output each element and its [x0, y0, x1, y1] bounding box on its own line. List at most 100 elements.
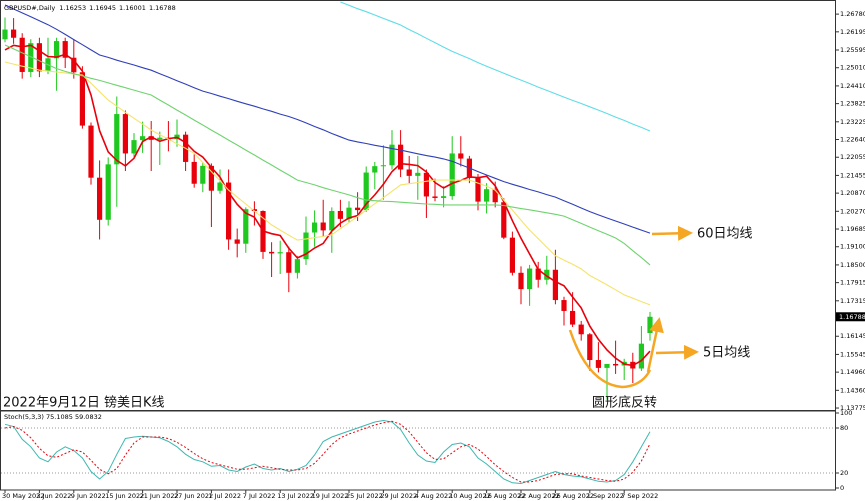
- sub-plot: [1, 419, 835, 485]
- x-tick-label: 29 Jul 2022: [380, 492, 417, 500]
- candle-body: [372, 166, 378, 173]
- candle-body: [312, 222, 318, 233]
- candle-body: [449, 153, 455, 197]
- candle-body: [604, 363, 610, 368]
- candle-body: [62, 41, 68, 58]
- candle-body: [389, 144, 395, 166]
- ma60-label: 60日均线: [697, 227, 753, 242]
- x-tick-label: 1 Jul 2022: [208, 492, 241, 500]
- sub-frame: [0, 410, 836, 491]
- candle-body: [294, 259, 300, 273]
- x-tick-label: 7 Sep 2022: [621, 492, 658, 500]
- candle-body: [501, 202, 507, 238]
- y-tick-label: 1.19685: [840, 225, 865, 233]
- indicator-line: [4, 420, 651, 483]
- y-tick-label: 1.20270: [840, 207, 865, 215]
- ma5-label: 5日均线: [703, 346, 750, 361]
- x-tick-label: 27 Jun 2022: [174, 492, 213, 500]
- candle-body: [509, 237, 515, 273]
- x-tick-label: 3 Jun 2022: [36, 492, 71, 500]
- candle-body: [226, 182, 232, 240]
- x-tick-label: 26 Aug 2022: [552, 492, 594, 500]
- candle-body: [234, 239, 240, 244]
- main-frame: [0, 0, 836, 411]
- moving-average: [340, 1, 651, 132]
- y-tick-label: 1.19100: [840, 243, 865, 251]
- candle-body: [552, 269, 558, 301]
- candle-body: [191, 161, 197, 184]
- candle-body: [200, 165, 206, 184]
- candle-body: [355, 207, 361, 211]
- price-box: [836, 312, 865, 322]
- indicator-title: Stoch(5,3,3) 75.1085 59.0832: [4, 413, 102, 421]
- candle-body: [561, 300, 567, 311]
- candle-body: [269, 251, 275, 254]
- y-tick-label: 0: [840, 484, 844, 492]
- ma60-arrow: [651, 225, 693, 241]
- candle-body: [475, 177, 481, 202]
- candle-body: [71, 57, 77, 73]
- candle-body: [432, 196, 438, 198]
- candle-body: [131, 140, 137, 154]
- candle-body: [217, 182, 223, 191]
- candle-body: [97, 177, 103, 220]
- header: GBPUSD#,Daily 1.16253 1.16945 1.16001 1.1678…: [4, 4, 176, 12]
- candle-body: [79, 72, 85, 126]
- x-tick-label: 19 Jul 2022: [312, 492, 349, 500]
- candle-body: [647, 316, 653, 333]
- candle-body: [140, 136, 146, 141]
- candle-body: [28, 43, 34, 72]
- candle-body: [363, 172, 369, 211]
- y-tick-label: 1.14360: [840, 386, 865, 394]
- candle-body: [398, 144, 404, 170]
- symbol: GBPUSD#,Daily: [4, 4, 55, 12]
- candle-body: [329, 210, 335, 231]
- x-tick-label: 30 May 2022: [2, 492, 44, 500]
- candle-body: [492, 189, 498, 203]
- candle-body: [518, 272, 524, 290]
- candle-body: [535, 268, 541, 280]
- x-tick-label: 13 Jul 2022: [277, 492, 314, 500]
- candle-body: [320, 222, 326, 231]
- candle-body: [105, 164, 111, 220]
- indicator-line: [4, 419, 651, 485]
- candle-body: [277, 252, 283, 254]
- ma5-arrow: [655, 344, 699, 360]
- y-tick-label: 20: [840, 469, 848, 477]
- candle-body: [2, 29, 8, 40]
- y-tick-label: 1.16145: [840, 332, 865, 340]
- axes: 1.26780 1.26195 1.25595 1.25010 1.24410 1.238…: [2, 10, 865, 500]
- x-tick-label: 1 Sep 2022: [587, 492, 624, 500]
- y-tick-label: 1.18500: [840, 261, 865, 269]
- y-tick-label: 100: [840, 409, 852, 417]
- candle-body: [11, 29, 17, 38]
- x-tick-label: 4 Aug 2022: [415, 492, 453, 500]
- y-tick-label: 1.24410: [840, 82, 865, 90]
- moving-average: [4, 44, 651, 266]
- x-tick-label: 25 Jul 2022: [346, 492, 383, 500]
- candle-body: [484, 189, 490, 202]
- y-tick-label: 1.23825: [840, 100, 865, 108]
- candle-body: [19, 37, 25, 72]
- x-tick-label: 10 Aug 2022: [449, 492, 491, 500]
- y-tick-label: 1.14960: [840, 368, 865, 376]
- candle-body: [36, 43, 42, 72]
- y-tick-label: 1.17315: [840, 297, 865, 305]
- y-tick-label: 1.22640: [840, 136, 865, 144]
- candle-body: [243, 209, 249, 244]
- candle-body: [578, 324, 584, 335]
- y-tick-label: 1.26780: [840, 10, 865, 18]
- y-tick-label: 1.13775: [840, 404, 865, 412]
- x-tick-label: 7 Jul 2022: [243, 492, 276, 500]
- moving-average: [4, 61, 651, 306]
- candle-body: [346, 207, 352, 219]
- candle-body: [415, 172, 421, 176]
- y-tick-label: 1.15545: [840, 350, 865, 358]
- x-tick-label: 9 Jun 2022: [71, 492, 106, 500]
- moving-average: [4, 44, 651, 367]
- candle-body: [157, 137, 163, 140]
- candle-body: [458, 153, 464, 159]
- rounding-bottom-curve: [568, 329, 652, 389]
